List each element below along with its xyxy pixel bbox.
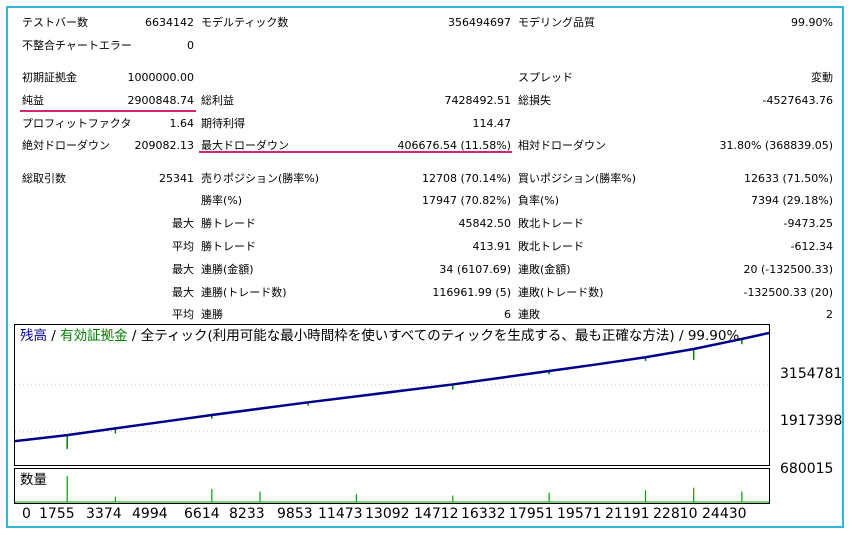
chart-title-rest: / 全ティック(利用可能な最小時間枠を使いすべてのティックを生成する、最も正確な… xyxy=(127,328,740,344)
label-net-profit: 純益 xyxy=(22,94,44,107)
label-long-positions: 買いポジション(勝率%) xyxy=(518,172,637,185)
label-short-positions: 売りポジション(勝率%) xyxy=(201,172,320,185)
value-max-consec-wins-count: 116961.99 (5) xyxy=(432,286,511,299)
value-maximal-drawdown: 406676.54 (11.58%) xyxy=(397,139,511,152)
value-average-win: 413.91 xyxy=(472,240,512,253)
x-tick-label: 22810 xyxy=(653,506,698,522)
value-absolute-drawdown: 209082.13 xyxy=(134,139,195,152)
value-max-consec-losses-money: 20 (-132500.33) xyxy=(743,263,833,276)
x-tick-label: 3374 xyxy=(86,506,122,522)
label-largest-loss: 敗北トレード xyxy=(518,217,584,230)
label-avg-consec-losses: 連敗 xyxy=(518,308,540,321)
net-profit-underline xyxy=(20,110,196,112)
value-max-consec-wins-money: 34 (6107.69) xyxy=(439,263,511,276)
value-modelled-ticks: 356494697 xyxy=(448,16,511,29)
value-initial-deposit: 1000000.00 xyxy=(127,71,194,84)
x-tick-label: 0 xyxy=(22,506,31,522)
balance-chart: 残高 / 有効証拠金 / 全ティック(利用可能な最小時間枠を使いすべてのティック… xyxy=(14,324,770,466)
value-largest-win: 45842.50 xyxy=(458,217,512,230)
y-tick-label: 1917398 xyxy=(780,413,843,429)
y-tick-label: 680015 xyxy=(780,461,834,477)
label-avg-consec-wins: 連勝 xyxy=(201,308,223,321)
label-profit-factor: プロフィットファクタ xyxy=(22,117,132,130)
value-avg-consec-wins: 6 xyxy=(504,308,511,321)
value-short-positions: 12708 (70.14%) xyxy=(421,172,511,185)
x-tick-label: 4994 xyxy=(132,506,168,522)
value-test-bars: 6634142 xyxy=(145,16,194,29)
value-long-positions: 12633 (71.50%) xyxy=(743,172,833,185)
max-drawdown-underline xyxy=(199,151,512,153)
label-spread: スプレッド xyxy=(518,71,573,84)
label-gross-loss: 総損失 xyxy=(518,94,551,107)
value-mismatch-errors: 0 xyxy=(187,39,194,52)
value-loss-rate: 7394 (29.18%) xyxy=(750,194,833,207)
y-tick-label: 3154781 xyxy=(780,366,843,382)
value-profit-factor: 1.64 xyxy=(169,117,195,130)
chart-title-sep: / xyxy=(47,328,61,344)
label-largest-win: 勝トレード xyxy=(201,217,256,230)
label-average-loss: 敗北トレード xyxy=(518,240,584,253)
x-tick-label: 19571 xyxy=(557,506,602,522)
x-tick-label: 14712 xyxy=(414,506,459,522)
label-loss-rate: 負率(%) xyxy=(518,194,560,207)
label-total-trades: 総取引数 xyxy=(22,172,66,185)
x-tick-label: 6614 xyxy=(184,506,220,522)
label-maximal-drawdown: 最大ドローダウン xyxy=(201,139,289,152)
volume-title: 数量 xyxy=(20,472,47,488)
label-initial-deposit: 初期証拠金 xyxy=(22,71,77,84)
balance-chart-plot xyxy=(15,331,769,449)
value-modelling-quality: 99.90% xyxy=(791,16,833,29)
value-win-rate: 17947 (70.82%) xyxy=(421,194,511,207)
x-tick-label: 13092 xyxy=(365,506,410,522)
value-largest-loss: -9473.25 xyxy=(783,217,833,230)
volume-chart: 数量 xyxy=(14,468,770,504)
x-tick-label: 9853 xyxy=(277,506,313,522)
x-tick-label: 1755 xyxy=(39,506,75,522)
label-max-consec-wins-count: 連勝(トレード数) xyxy=(201,286,287,299)
label-max-consec-wins-money: 連勝(金額) xyxy=(201,263,254,276)
label-expected-payoff: 期待利得 xyxy=(201,117,245,130)
prefix-avg-consec-wins: 平均 xyxy=(172,308,194,321)
prefix-average-win: 平均 xyxy=(172,240,194,253)
value-relative-drawdown: 31.80% (368839.05) xyxy=(719,139,833,152)
value-max-consec-losses-count: -132500.33 (20) xyxy=(743,286,833,299)
label-max-consec-losses-count: 連敗(トレード数) xyxy=(518,286,604,299)
value-net-profit: 2900848.74 xyxy=(127,94,194,107)
label-test-bars: テストバー数 xyxy=(22,16,88,29)
label-modelled-ticks: モデルティック数 xyxy=(201,16,289,29)
chart-title: 残高 / 有効証拠金 / 全ティック(利用可能な最小時間枠を使いすべてのティック… xyxy=(20,328,739,345)
x-tick-label: 21191 xyxy=(605,506,650,522)
x-tick-label: 17951 xyxy=(509,506,554,522)
x-tick-label: 24430 xyxy=(702,506,747,522)
value-gross-loss: -4527643.76 xyxy=(762,94,833,107)
value-average-loss: -612.34 xyxy=(790,240,833,253)
label-relative-drawdown: 相対ドローダウン xyxy=(518,139,606,152)
volume-chart-plot xyxy=(15,476,769,503)
value-total-trades: 25341 xyxy=(159,172,194,185)
label-max-consec-losses-money: 連敗(金額) xyxy=(518,263,571,276)
balance-line xyxy=(15,331,769,443)
chart-title-equity: 有効証拠金 xyxy=(60,328,128,344)
label-modelling-quality: モデリング品質 xyxy=(518,16,595,29)
label-gross-profit: 総利益 xyxy=(201,94,234,107)
value-avg-consec-losses: 2 xyxy=(826,308,833,321)
label-mismatch-errors: 不整合チャートエラー xyxy=(22,39,132,52)
x-tick-label: 11473 xyxy=(318,506,363,522)
prefix-max-consec-wins-money: 最大 xyxy=(172,263,194,276)
x-tick-label: 16332 xyxy=(461,506,506,522)
value-gross-profit: 7428492.51 xyxy=(444,94,511,107)
label-absolute-drawdown: 絶対ドローダウン xyxy=(22,139,110,152)
prefix-max-consec-wins-count: 最大 xyxy=(172,286,194,299)
label-average-win: 勝トレード xyxy=(201,240,256,253)
prefix-largest-win: 最大 xyxy=(172,217,194,230)
chart-title-balance: 残高 xyxy=(20,328,47,344)
x-tick-label: 8233 xyxy=(229,506,265,522)
value-spread: 変動 xyxy=(811,71,833,84)
label-win-rate: 勝率(%) xyxy=(201,194,243,207)
value-expected-payoff: 114.47 xyxy=(472,117,512,130)
